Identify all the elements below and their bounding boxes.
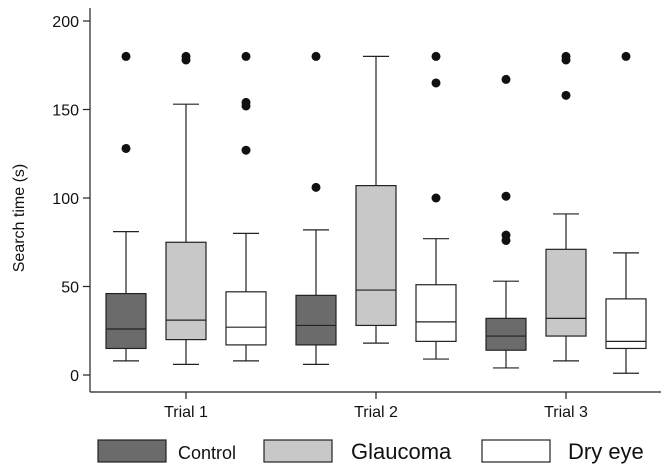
box-iqr (295, 294, 337, 346)
outlier-point (561, 90, 571, 100)
legend-swatch (481, 439, 551, 463)
x-tick-label: Trial 2 (354, 404, 398, 421)
box-dry-eye (225, 51, 267, 362)
outlier-point (121, 143, 131, 153)
x-tick-label: Trial 1 (164, 404, 208, 421)
outlier-point (621, 51, 631, 61)
outlier-point (181, 51, 191, 61)
box-glaucoma (545, 51, 587, 362)
legend-label: Glaucoma (351, 439, 452, 464)
box-iqr (355, 185, 397, 327)
outlier-point (501, 74, 511, 84)
box-iqr (225, 291, 267, 346)
box-iqr (485, 317, 527, 351)
outlier-point (241, 97, 251, 107)
outlier-point (431, 193, 441, 203)
outlier-point (561, 51, 571, 61)
box-dry-eye (415, 51, 457, 360)
y-tick-label: 0 (70, 368, 79, 385)
box-control (295, 51, 337, 365)
outlier-point (241, 145, 251, 155)
legend-item-glaucoma: Glaucoma (263, 439, 452, 464)
legend-label: Dry eye (568, 439, 644, 464)
legend-swatch (97, 439, 167, 463)
axes: 0 50 100 150 200 Trial 1 Trial 2 Trial 3 (52, 8, 661, 421)
legend-swatch (263, 439, 333, 463)
box-glaucoma (355, 55, 397, 344)
outlier-point (121, 51, 131, 61)
y-tick-label: 100 (52, 191, 79, 208)
box-iqr (105, 292, 147, 350)
legend-item-control: Control (97, 439, 236, 463)
outlier-point (241, 51, 251, 61)
box-dry-eye (605, 51, 647, 374)
y-tick-label: 150 (52, 103, 79, 120)
outlier-point (431, 78, 441, 88)
y-tick-label: 50 (61, 280, 79, 297)
y-axis-title: Search time (s) (11, 164, 28, 272)
box-iqr (605, 298, 647, 350)
outlier-point (311, 51, 321, 61)
legend-label: Control (178, 443, 236, 463)
box-control (105, 51, 147, 362)
box-iqr (415, 284, 457, 342)
box-control (485, 74, 527, 369)
box-iqr (165, 241, 207, 341)
outlier-point (431, 51, 441, 61)
outlier-point (501, 191, 511, 201)
outlier-point (311, 182, 321, 192)
legend-item-dry-eye: Dry eye (481, 439, 644, 464)
box-glaucoma (165, 51, 207, 365)
y-tick-label: 200 (52, 14, 79, 31)
box-series (105, 51, 647, 374)
outlier-point (501, 230, 511, 240)
box-iqr (545, 248, 587, 337)
x-tick-label: Trial 3 (544, 404, 588, 421)
legend: Control Glaucoma Dry eye (97, 439, 644, 464)
